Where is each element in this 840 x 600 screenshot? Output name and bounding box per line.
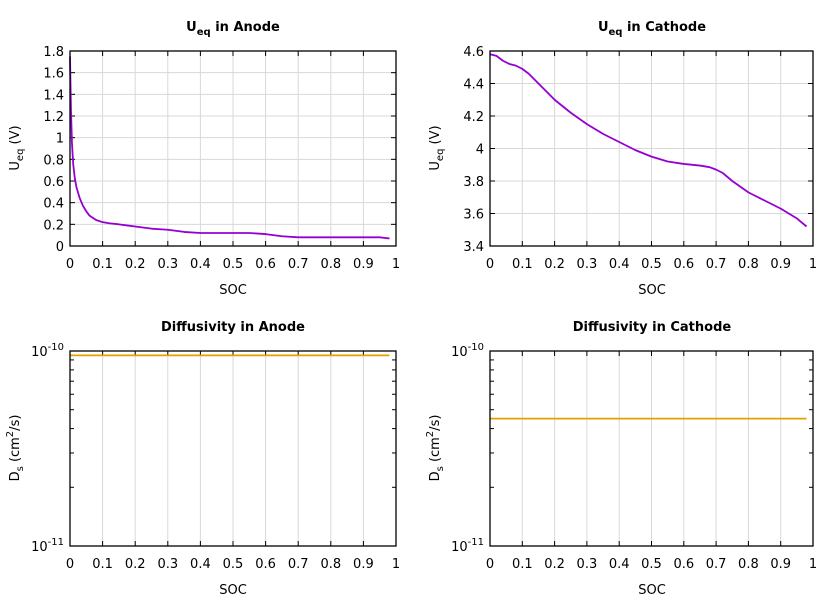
panel-anode-diffusivity: Diffusivity in Anode SOC Ds (cm2/s) 0 0.1… [5,320,400,598]
grid [490,51,813,246]
y-tick-label: 4.2 [463,110,484,125]
series-line [489,53,808,228]
x-tick-label: 1 [809,557,817,572]
x-tick-label: 0 [66,557,74,572]
y-tick-label: 1 [56,132,64,147]
x-tick-label: 0.7 [288,257,309,272]
y-tick-label: 10-10 [31,342,64,360]
x-tick-label: 1 [809,257,817,272]
grid [102,351,364,546]
y-axis-label: Ueq (V) [428,125,446,170]
x-tick-label: 0.9 [770,257,791,272]
y-tick-label: 0 [56,240,64,255]
series-line [69,56,390,240]
x-axis-label: SOC [638,583,666,598]
x-tick-label: 0.6 [673,557,694,572]
x-tick-label: 0.7 [288,557,309,572]
x-tick-label: 0.8 [320,257,341,272]
x-tick-label: 0.3 [157,557,178,572]
ticks: 0 0.1 0.2 0.3 0.4 0.5 0.6 0.7 0.8 0.9 1 0 0.2 0.4 0.6 0… [43,45,400,272]
y-tick-label: 1.2 [43,110,64,125]
x-tick-label: 0.6 [255,257,276,272]
x-tick-label: 0.5 [641,557,662,572]
y-tick-label: 10-11 [451,537,484,555]
x-tick-label: 0 [486,557,494,572]
y-tick-label: 0.8 [43,153,64,168]
x-tick-label: 0.4 [190,557,211,572]
grid [521,351,782,546]
y-tick-label: 3.4 [463,240,484,255]
plot-frame [69,350,397,547]
plot-frame [69,50,397,247]
x-tick-label: 0.3 [577,257,598,272]
x-tick-label: 0.1 [92,557,113,572]
x-tick-label: 0.2 [544,257,565,272]
x-axis-label: SOC [219,283,247,298]
y-tick-label: 4.6 [463,45,484,60]
x-tick-label: 0.4 [190,257,211,272]
chart-title: Ueq in Cathode [598,20,706,38]
y-tick-label: 1.6 [43,67,64,82]
x-tick-label: 0.8 [738,557,759,572]
x-tick-label: 0.1 [512,557,533,572]
ticks: 0 0.1 0.2 0.3 0.4 0.5 0.6 0.7 0.8 0.9 1 10-11 10-10 [31,342,400,572]
y-tick-label: 0.4 [43,197,64,212]
x-axis-label: SOC [638,283,666,298]
x-tick-label: 1 [392,257,400,272]
y-tick-label: 0.6 [43,175,64,190]
chart-title: Ueq in Anode [186,20,280,38]
plot-frame [489,50,814,247]
y-tick-label: 1.4 [43,88,64,103]
ticks: 0 0.1 0.2 0.3 0.4 0.5 0.6 0.7 0.8 0.9 1 10-11 10-10 [451,342,817,572]
x-tick-label: 0.6 [673,257,694,272]
x-tick-label: 0.3 [577,557,598,572]
x-tick-label: 0 [66,257,74,272]
x-tick-label: 0.7 [706,257,727,272]
x-tick-label: 0.9 [353,557,374,572]
y-tick-label: 3.8 [463,175,484,190]
x-tick-label: 0.1 [512,257,533,272]
chart-title: Diffusivity in Cathode [573,320,732,335]
y-axis-label: Ds (cm2/s) [425,415,446,482]
x-tick-label: 0.8 [738,257,759,272]
grid [70,51,396,246]
x-tick-label: 0.3 [157,257,178,272]
panel-anode-ueq: Ueq in Anode SOC Ueq (V) 0 0.1 0.2 0.3 0.4 0.… [8,20,400,298]
panel-cathode-ueq: Ueq in Cathode SOC Ueq (V) 0 0.1 0.2 0.3 0.4… [428,20,817,298]
y-tick-label: 4 [476,143,484,158]
x-tick-label: 0.2 [125,557,146,572]
x-tick-label: 0.6 [255,557,276,572]
x-tick-label: 0.1 [92,257,113,272]
x-tick-label: 0.4 [609,557,630,572]
y-tick-label: 10-11 [31,537,64,555]
y-axis-label: Ueq (V) [8,125,26,170]
x-tick-label: 0.8 [320,557,341,572]
x-tick-label: 0.5 [223,557,244,572]
x-tick-label: 1 [392,557,400,572]
ticks: 0 0.1 0.2 0.3 0.4 0.5 0.6 0.7 0.8 0.9 1 3.4 3.6 3.8 4 4… [463,45,817,272]
x-tick-label: 0.4 [609,257,630,272]
y-tick-label: 0.2 [43,218,64,233]
x-tick-label: 0.2 [544,557,565,572]
y-axis-label: Ds (cm2/s) [5,415,26,482]
y-tick-label: 4.4 [463,78,484,93]
y-tick-label: 10-10 [451,342,484,360]
x-tick-label: 0 [486,257,494,272]
y-tick-label: 1.8 [43,45,64,60]
plot-frame [489,350,814,547]
x-tick-label: 0.9 [353,257,374,272]
x-tick-label: 0.2 [125,257,146,272]
x-tick-label: 0.9 [770,557,791,572]
y-tick-label: 3.6 [463,208,484,223]
x-axis-label: SOC [219,583,247,598]
x-tick-label: 0.7 [706,557,727,572]
x-tick-label: 0.5 [223,257,244,272]
chart-title: Diffusivity in Anode [161,320,305,335]
x-tick-label: 0.5 [641,257,662,272]
